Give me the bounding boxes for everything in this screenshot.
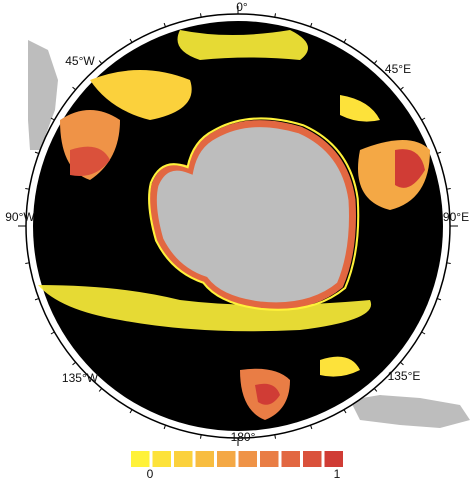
australia — [350, 395, 470, 428]
frame-tick — [373, 388, 378, 392]
frame-tick — [199, 434, 202, 439]
longitude-label: 135°W — [62, 371, 99, 385]
frame-tick — [25, 262, 30, 265]
colorbar-max-label: 1 — [334, 467, 341, 481]
frame-tick — [34, 298, 39, 301]
frame-tick — [274, 13, 277, 18]
colorbar-swatch — [324, 451, 343, 467]
longitude-label: 45°W — [65, 54, 95, 68]
frame-tick — [343, 38, 347, 43]
frame-ticks — [18, 6, 458, 446]
frame-tick — [400, 361, 404, 366]
frame-tick — [274, 434, 277, 439]
antarctic-bloom-edge — [148, 117, 360, 311]
frame-tick — [129, 409, 133, 414]
frame-tick — [446, 262, 451, 265]
frame-tick — [163, 425, 166, 430]
frame-tick — [25, 187, 30, 190]
frame-tick — [98, 60, 103, 64]
frame-tick — [129, 38, 133, 43]
frame-tick — [50, 117, 55, 121]
colorbar-swatch — [260, 451, 279, 467]
frame-tick — [72, 361, 76, 366]
frame-tick — [421, 117, 426, 121]
colorbar-min-label: 0 — [147, 467, 154, 481]
colorbar-swatch — [303, 451, 322, 467]
frame-tick — [421, 331, 426, 335]
frame-tick — [437, 151, 442, 154]
longitude-label: 0° — [236, 0, 248, 14]
frame-tick — [310, 22, 313, 27]
colorbar-swatch — [238, 451, 257, 467]
frame-tick — [400, 86, 404, 91]
south-america — [28, 40, 58, 150]
frame-tick — [343, 409, 347, 414]
colorbar-swatch — [131, 451, 150, 467]
frame-tick — [98, 388, 103, 392]
colorbar-swatch — [195, 451, 214, 467]
frame-tick — [437, 298, 442, 301]
longitude-label: 180° — [231, 430, 256, 444]
colorbar-swatch — [217, 451, 236, 467]
longitude-label: 90°W — [5, 210, 35, 224]
colorbar-swatch — [174, 451, 193, 467]
frame-tick — [199, 13, 202, 18]
longitude-label: 90°E — [443, 210, 469, 224]
colorbar — [131, 451, 343, 467]
longitude-label: 45°E — [385, 62, 411, 76]
frame-tick — [50, 331, 55, 335]
antarctica — [149, 120, 356, 310]
colorbar-swatch — [281, 451, 300, 467]
frame-tick — [163, 22, 166, 27]
frame-tick — [34, 151, 39, 154]
frame-tick — [446, 187, 451, 190]
frame-tick — [310, 425, 313, 430]
longitude-label: 135°E — [388, 369, 421, 383]
frame-tick — [72, 86, 76, 91]
frame-tick — [373, 60, 378, 64]
colorbar-swatch — [152, 451, 171, 467]
